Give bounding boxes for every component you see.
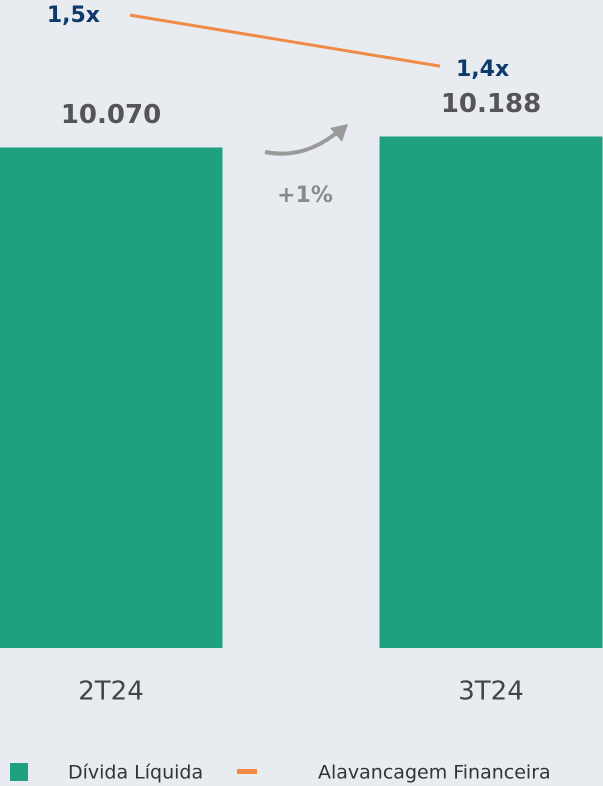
growth-arrow [264,128,342,156]
legend-swatch [237,769,257,774]
bar-label: 10.188 [441,89,541,119]
bar-label: 10.070 [61,100,161,130]
bar [0,147,223,648]
line-label: 1,5x [47,3,100,28]
line [129,13,441,68]
x-tick-label: 3T24 [458,677,524,707]
legend-swatch [10,763,28,781]
legend-label: Dívida Líquida [68,762,203,784]
bar [379,136,603,649]
legend-label: Alavancagem Financeira [318,762,551,784]
x-tick-label: 2T24 [78,677,144,707]
line-label: 1,4x [456,57,509,82]
growth-arrow-head [330,124,348,142]
annotation: +1% [277,183,333,208]
